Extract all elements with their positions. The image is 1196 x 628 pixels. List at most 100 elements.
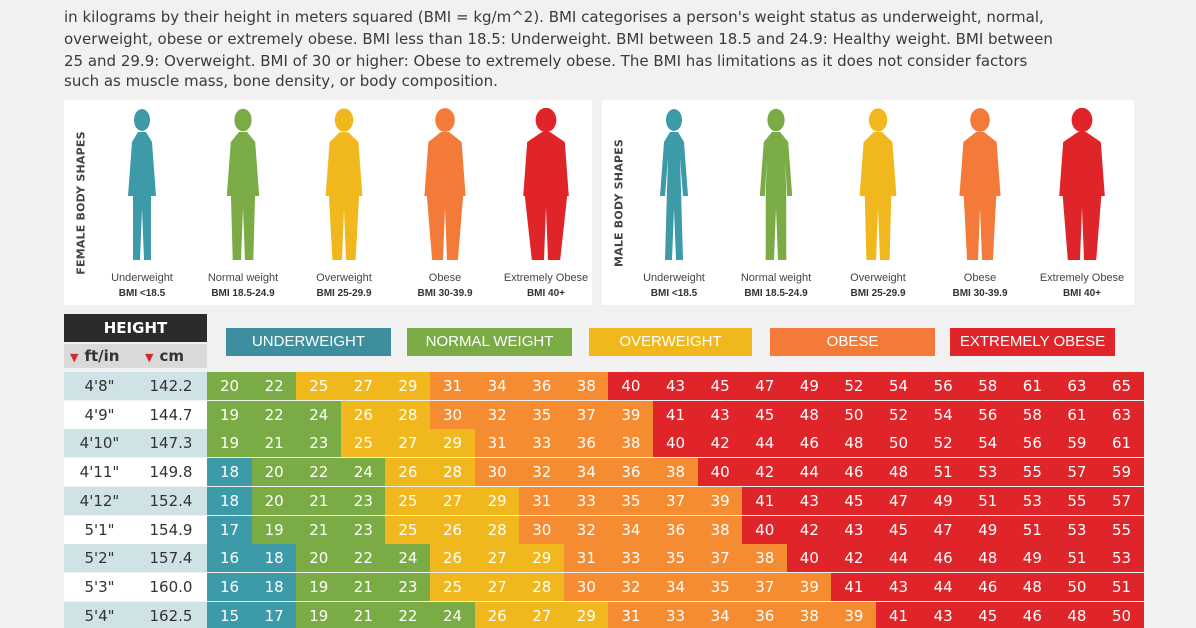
unit-ft-header[interactable]: ▼ ft/in [64, 344, 135, 368]
bmi-cell: 17 [251, 601, 297, 628]
bmi-cell: 28 [474, 515, 520, 544]
bmi-cell: 24 [340, 458, 386, 487]
bmi-cell: 19 [296, 572, 342, 601]
bmi-cell: 29 [474, 486, 520, 515]
height-ft-cell: 4'8" [64, 372, 135, 400]
height-ft-cell: 4'11" [64, 458, 135, 487]
bmi-cell: 20 [251, 458, 297, 487]
figure-range-label: BMI 40+ [1062, 288, 1102, 299]
table-row: 4'11" 149.8 18 20 22 24 26 28 30 32 34 36 38 40 42 44 46… [64, 458, 1145, 487]
bmi-cell: 34 [697, 601, 743, 628]
male-body-silhouette-icon [1059, 108, 1105, 260]
bmi-cell: 58 [1009, 400, 1055, 429]
bmi-cell: 19 [207, 429, 253, 458]
bmi-cell: 25 [385, 486, 431, 515]
male-body-silhouette-icon [759, 108, 793, 260]
intro-line: 25 and 29.9: Overweight. BMI of 30 or hi… [64, 52, 1028, 70]
intro-line: in kilograms by their height in meters s… [64, 8, 1044, 26]
bmi-cell: 42 [742, 458, 788, 487]
bmi-cell: 28 [385, 400, 431, 429]
bmi-cell: 25 [385, 515, 431, 544]
bmi-cell: 37 [697, 544, 743, 573]
category-normal-weight: NORMAL WEIGHT [407, 328, 572, 356]
bmi-cell: 47 [742, 372, 788, 400]
figure-range-label: BMI 30-39.9 [952, 288, 1008, 299]
female-panel-title: FEMALE BODY SHAPES [70, 108, 92, 298]
bmi-cell: 19 [296, 601, 342, 628]
bmi-cell: 20 [207, 372, 253, 400]
female-body-silhouette-icon [226, 108, 260, 260]
bmi-cell: 45 [742, 400, 788, 429]
bmi-cell: 31 [608, 601, 654, 628]
bmi-cell: 22 [251, 400, 297, 429]
bmi-cell: 44 [742, 429, 788, 458]
figure-range-label: BMI 40+ [526, 288, 566, 299]
figure-category-label: Underweight [643, 272, 705, 284]
bmi-cell: 29 [430, 429, 476, 458]
bmi-cell: 22 [385, 601, 431, 628]
bmi-cell: 38 [563, 372, 609, 400]
bmi-cell: 48 [831, 429, 877, 458]
bmi-cell: 30 [430, 400, 476, 429]
bmi-cell: 16 [207, 544, 253, 573]
bmi-cell: 40 [742, 515, 788, 544]
bmi-cell: 48 [965, 544, 1011, 573]
unit-ft-label: ft/in [84, 347, 120, 365]
category-obese: OBESE [770, 328, 935, 356]
bmi-cell: 52 [876, 400, 922, 429]
figure-category-label: Underweight [111, 272, 173, 284]
bmi-cell: 18 [251, 544, 297, 573]
figure-category-label: Overweight [850, 272, 906, 284]
male-figure: Normal weight BMI 18.5-24.9 [726, 102, 826, 302]
bmi-cell: 57 [1054, 458, 1100, 487]
female-figure: Extremely Obese BMI 40+ [496, 102, 596, 302]
bmi-cell: 42 [697, 429, 743, 458]
bmi-cell: 49 [965, 515, 1011, 544]
bmi-cell: 51 [965, 486, 1011, 515]
male-figure: Overweight BMI 25-29.9 [828, 102, 928, 302]
bmi-cell: 26 [340, 400, 386, 429]
bmi-cell: 31 [474, 429, 520, 458]
bmi-cell: 53 [1054, 515, 1100, 544]
male-body-silhouette-icon [859, 108, 897, 260]
female-figure: Underweight BMI <18.5 [92, 102, 192, 302]
bmi-cell: 19 [251, 515, 297, 544]
female-figure: Normal weight BMI 18.5-24.9 [193, 102, 293, 302]
table-row: 4'9" 144.7 19 22 24 26 28 30 32 35 37 39 41 43 45 48 50 5… [64, 400, 1145, 429]
bmi-cell: 61 [1099, 429, 1145, 458]
bmi-cell: 48 [1009, 572, 1055, 601]
category-extremely-obese: EXTREMELY OBESE [950, 328, 1115, 356]
bmi-cell: 38 [608, 429, 654, 458]
figure-category-label: Extremely Obese [1039, 272, 1125, 284]
height-cm-cell: 147.3 [135, 429, 207, 458]
sort-down-icon: ▼ [145, 351, 154, 364]
bmi-cell: 30 [563, 572, 609, 601]
bmi-cell: 46 [965, 572, 1011, 601]
bmi-cell: 38 [697, 515, 743, 544]
height-cm-cell: 157.4 [135, 544, 207, 573]
bmi-cell: 30 [474, 458, 520, 487]
bmi-cell: 44 [920, 572, 966, 601]
bmi-cell: 23 [296, 429, 342, 458]
height-ft-cell: 5'3" [64, 572, 135, 601]
bmi-cell: 22 [251, 372, 297, 400]
bmi-cell: 43 [876, 572, 922, 601]
unit-cm-header[interactable]: ▼ cm [135, 344, 207, 368]
bmi-cell: 44 [786, 458, 832, 487]
bmi-cell: 17 [207, 515, 253, 544]
figure-range-label: BMI 18.5-24.9 [744, 288, 808, 299]
bmi-cell: 40 [653, 429, 699, 458]
male-body-silhouette-icon [660, 109, 688, 260]
bmi-cell: 50 [1054, 572, 1100, 601]
figure-category-label: Normal weight [740, 272, 812, 284]
table-row: 4'12" 152.4 18 20 21 23 25 27 29 31 33 35 37 39 41 43 45… [64, 486, 1145, 515]
bmi-cell: 29 [385, 372, 431, 400]
bmi-cell: 21 [251, 429, 297, 458]
bmi-cell: 28 [519, 572, 565, 601]
category-underweight: UNDERWEIGHT [226, 328, 391, 356]
figure-range-label: BMI <18.5 [118, 288, 166, 299]
table-row: 5'1" 154.9 17 19 21 23 25 26 28 30 32 34 36 38 40 42 43 4… [64, 515, 1145, 544]
bmi-cell: 54 [965, 429, 1011, 458]
bmi-cell: 55 [1054, 486, 1100, 515]
height-ft-cell: 5'2" [64, 544, 135, 573]
